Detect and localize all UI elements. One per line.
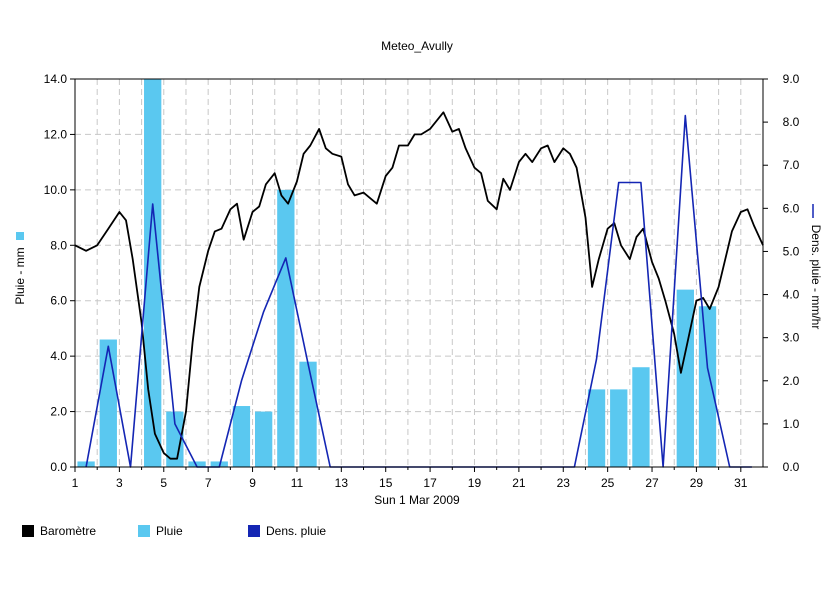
y-axis-right-label: Dens. pluie - mm/hr <box>809 225 823 330</box>
x-tick-label: 5 <box>160 476 167 490</box>
bar-pluie <box>299 361 317 467</box>
x-tick-label: 23 <box>557 476 571 490</box>
bar-pluie <box>610 389 628 467</box>
legend-label-barometre: Baromètre <box>40 524 97 538</box>
legend: Baromètre Pluie Dens. pluie <box>22 524 442 544</box>
legend-label-pluie: Pluie <box>156 524 183 538</box>
x-tick-label: 31 <box>734 476 748 490</box>
bar-pluie <box>166 411 184 467</box>
y-left-tick-label: 6.0 <box>50 294 67 308</box>
bar-pluie <box>676 289 694 467</box>
y-axis-left: 0.0 2.0 4.0 6.0 8.0 10.0 12.0 14.0 <box>44 72 75 474</box>
x-tick-label: 27 <box>645 476 659 490</box>
x-axis-label: Sun 1 Mar 2009 <box>374 493 460 507</box>
grid <box>75 79 763 467</box>
legend-swatch-pluie <box>138 525 150 537</box>
y-axis-right: 0.0 1.0 2.0 3.0 4.0 5.0 6.0 7.0 8.0 9.0 <box>763 72 800 474</box>
x-tick-label: 19 <box>468 476 482 490</box>
y-right-tick-label: 6.0 <box>783 201 800 215</box>
left-axis-swatch <box>16 232 24 240</box>
bar-pluie <box>144 79 162 467</box>
x-tick-label: 29 <box>690 476 704 490</box>
y-right-tick-label: 2.0 <box>783 374 800 388</box>
x-tick-label: 1 <box>72 476 79 490</box>
y-left-tick-label: 12.0 <box>44 127 68 141</box>
x-tick-label: 25 <box>601 476 615 490</box>
x-tick-label: 15 <box>379 476 393 490</box>
y-left-tick-label: 14.0 <box>44 72 68 86</box>
x-tick-label: 11 <box>291 476 304 490</box>
x-tick-label: 21 <box>512 476 526 490</box>
y-axis-left-label: Pluie - mm <box>13 247 27 304</box>
y-right-tick-label: 9.0 <box>783 72 800 86</box>
bar-pluie <box>188 461 206 467</box>
chart-title: Meteo_Avully <box>381 39 453 53</box>
x-tick-label: 7 <box>205 476 212 490</box>
y-right-tick-label: 7.0 <box>783 158 800 172</box>
line-barometre <box>74 111 764 460</box>
legend-item-pluie: Pluie <box>138 524 183 538</box>
bar-series-pluie <box>77 79 717 467</box>
y-left-tick-label: 0.0 <box>50 460 67 474</box>
y-left-tick-label: 8.0 <box>50 238 67 252</box>
bar-pluie <box>254 411 273 467</box>
y-right-tick-label: 4.0 <box>783 288 800 302</box>
bar-pluie <box>277 189 295 467</box>
bar-pluie <box>587 389 606 467</box>
bar-pluie <box>632 367 650 467</box>
bar-pluie <box>232 406 251 467</box>
y-left-tick-label: 4.0 <box>50 349 67 363</box>
y-left-tick-label: 2.0 <box>50 405 67 419</box>
x-tick-label: 9 <box>249 476 256 490</box>
bar-pluie <box>99 339 117 467</box>
y-right-tick-label: 5.0 <box>783 244 800 258</box>
bar-pluie <box>698 306 717 467</box>
y-right-tick-label: 8.0 <box>783 115 800 129</box>
plot-frame <box>74 78 764 468</box>
legend-swatch-dens-pluie <box>248 525 260 537</box>
x-tick-label: 17 <box>423 476 437 490</box>
x-tick-label: 13 <box>335 476 349 490</box>
y-right-tick-label: 0.0 <box>783 460 800 474</box>
legend-item-barometre: Baromètre <box>22 524 96 538</box>
y-right-tick-label: 1.0 <box>783 417 800 431</box>
y-right-tick-label: 3.0 <box>783 331 800 345</box>
legend-item-dens-pluie: Dens. pluie <box>248 524 326 538</box>
legend-swatch-barometre <box>22 525 34 537</box>
y-left-tick-label: 10.0 <box>44 183 68 197</box>
x-tick-label: 3 <box>116 476 123 490</box>
legend-label-dens-pluie: Dens. pluie <box>266 524 327 538</box>
x-axis: 1 3 5 7 9 11 13 15 17 19 21 23 25 27 29 31 <box>72 467 748 490</box>
